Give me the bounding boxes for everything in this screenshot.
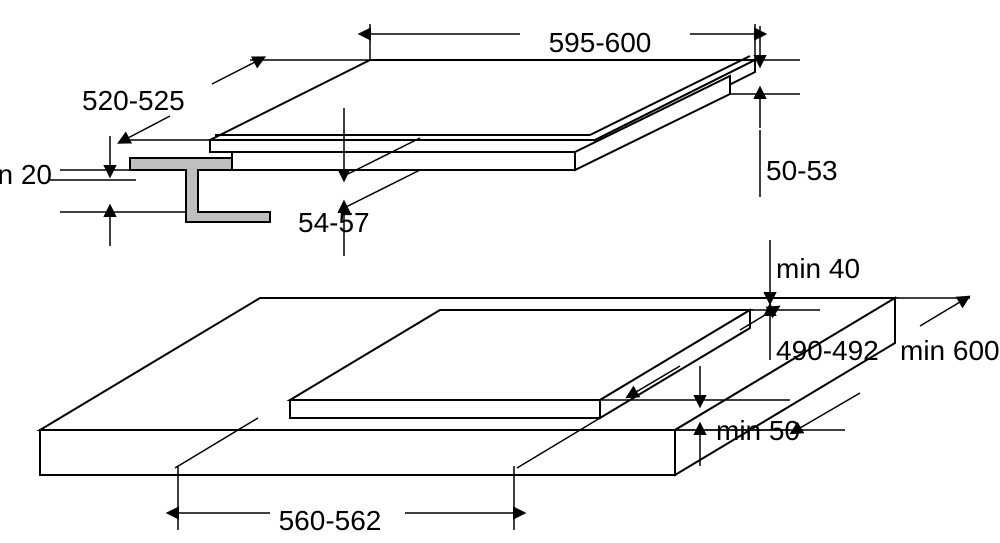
dim-bottom-depth-label: 490-492: [776, 335, 879, 366]
dim-slab-depth-label: min 600: [900, 335, 1000, 366]
dim-top-side-label: 50-53: [766, 155, 838, 186]
dim-cutout-front-label: min 40: [776, 253, 860, 284]
dim-top-width: 595-600: [370, 24, 755, 60]
dimension-diagram: 595-600 520-525 50-53 54-57 min 20: [0, 0, 1000, 543]
dim-top-width-label: 595-600: [549, 27, 652, 58]
worktop: [40, 298, 895, 475]
dim-bracket-gap-label: min 20: [0, 159, 52, 190]
dim-bracket-gap: min 20: [0, 136, 186, 246]
dim-top-side: 50-53: [730, 26, 838, 197]
hob-panel: [210, 56, 755, 170]
dim-top-depth-label: 520-525: [82, 85, 185, 116]
dim-bottom-width-label: 560-562: [279, 505, 382, 536]
dim-top-drop-label: 54-57: [298, 207, 370, 238]
